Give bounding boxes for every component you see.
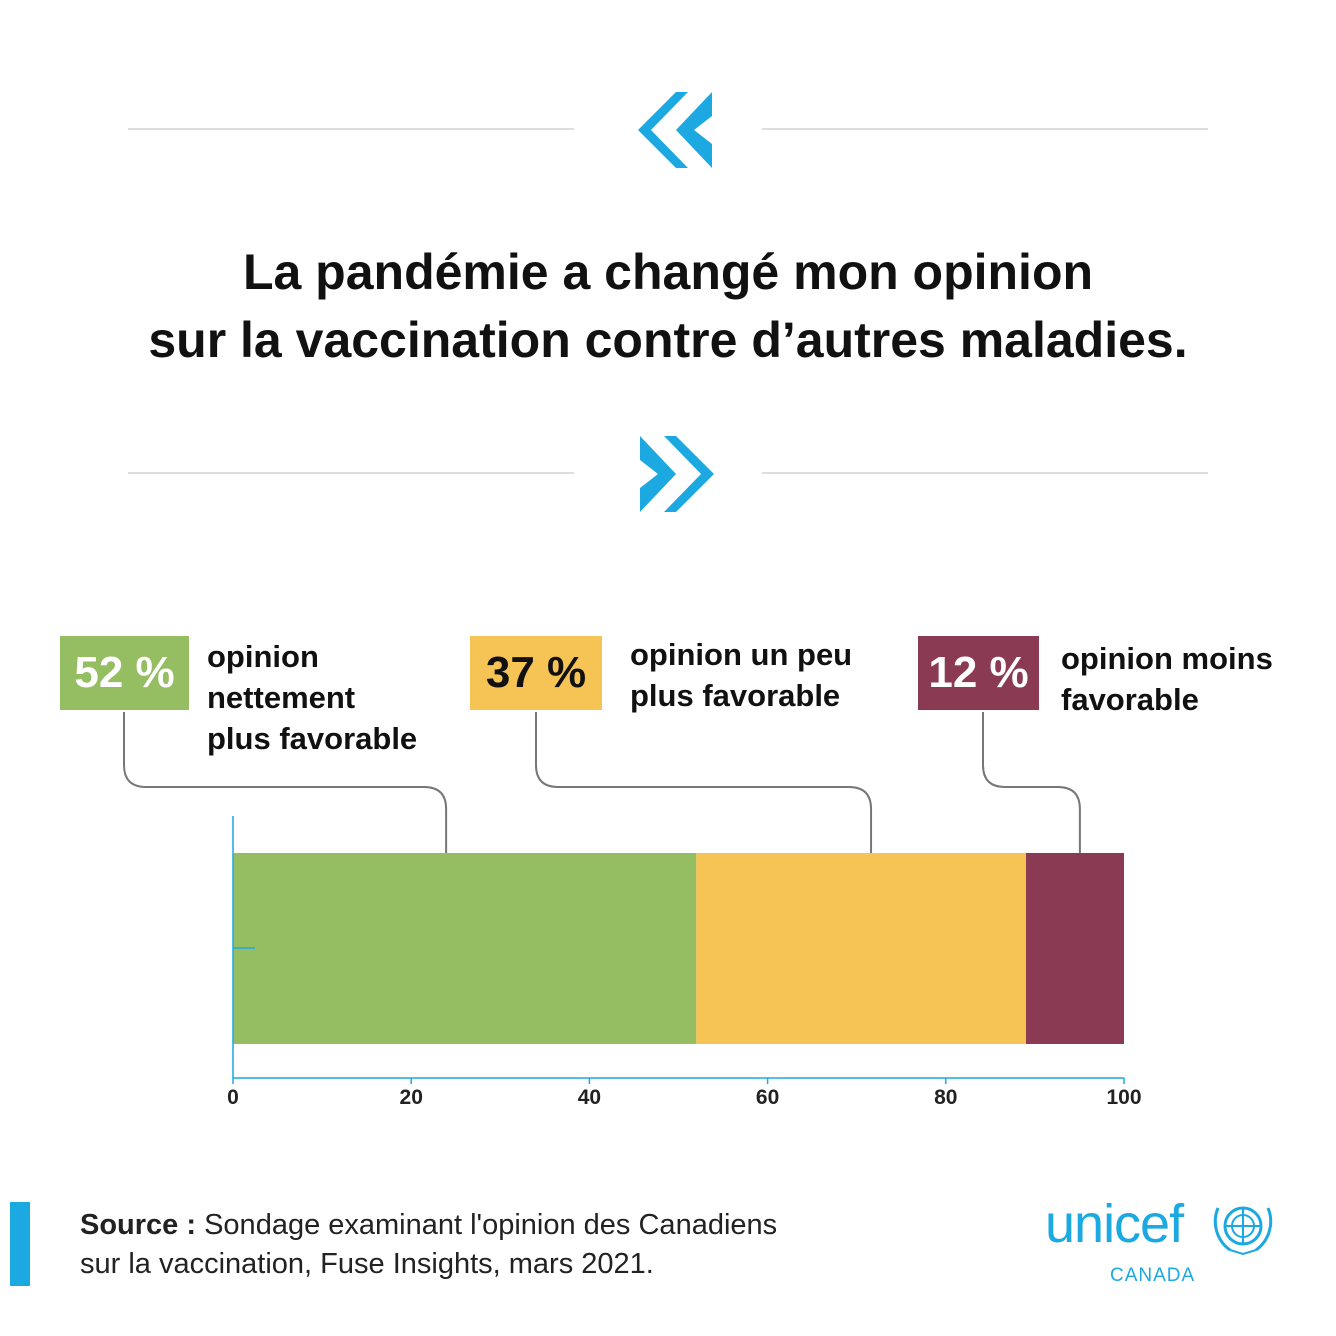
callout-label-less-line-2: favorable (1061, 682, 1199, 717)
x-tick-label-80: 80 (934, 1086, 957, 1109)
bar-segment-1 (233, 853, 697, 1044)
callout-label-strong-line-3: plus favorable (207, 721, 418, 756)
unicef-emblem-icon (1213, 1206, 1273, 1256)
headline-line-2: sur la vaccination contre d’autres malad… (148, 312, 1188, 368)
callout-pct-strong: 52 % (60, 636, 189, 710)
source-text-line-2: sur la vaccination, Fuse Insights, mars … (80, 1248, 654, 1280)
callout-pct-somewhat: 37 % (470, 636, 602, 710)
source-note: Source : Sondage examinant l'opinion des… (80, 1206, 777, 1284)
callout-label-less-line-1: opinion moins (1061, 641, 1273, 676)
callout-label-somewhat-line-2: plus favorable (630, 678, 841, 713)
callout-connector-2 (535, 712, 873, 853)
x-tick-label-100: 100 (1106, 1086, 1141, 1109)
bar-segment-2 (696, 853, 1026, 1044)
callout-pct-less: 12 % (918, 636, 1039, 710)
x-tick-label-20: 20 (400, 1086, 423, 1109)
callout-label-strong-line-2: nettement (207, 680, 356, 715)
unicef-canada-label: CANADA (1110, 1265, 1196, 1286)
x-tick-label-60: 60 (756, 1086, 779, 1109)
callout-connector-3 (982, 712, 1081, 853)
callout-label-strong-line-1: opinion (207, 639, 319, 674)
x-tick-label-0: 0 (227, 1086, 239, 1109)
top-rule-left (128, 128, 574, 130)
open-quote-icon (638, 92, 712, 168)
x-tick-label-40: 40 (578, 1086, 601, 1109)
headline: La pandémie a changé mon opinion sur la … (0, 238, 1336, 374)
accent-side-bar (10, 1202, 30, 1286)
source-text-line-1: Sondage examinant l'opinion des Canadien… (196, 1209, 778, 1241)
bottom-rule-left (128, 472, 574, 474)
callout-label-strong: opinion nettement plus favorable (207, 636, 417, 759)
close-quote-icon (640, 436, 714, 512)
unicef-wordmark: unicef (1045, 1194, 1184, 1254)
top-rule-right (762, 128, 1208, 130)
callout-label-somewhat-line-1: opinion un peu (630, 637, 853, 672)
callout-connector-1 (123, 712, 448, 853)
bottom-rule-right (762, 472, 1208, 474)
headline-line-1: La pandémie a changé mon opinion (242, 244, 1094, 300)
bar-segment-3 (1025, 853, 1124, 1044)
callout-label-less: opinion moins favorable (1061, 638, 1273, 720)
source-label: Source : (80, 1209, 197, 1241)
callout-label-somewhat: opinion un peu plus favorable (630, 634, 852, 716)
